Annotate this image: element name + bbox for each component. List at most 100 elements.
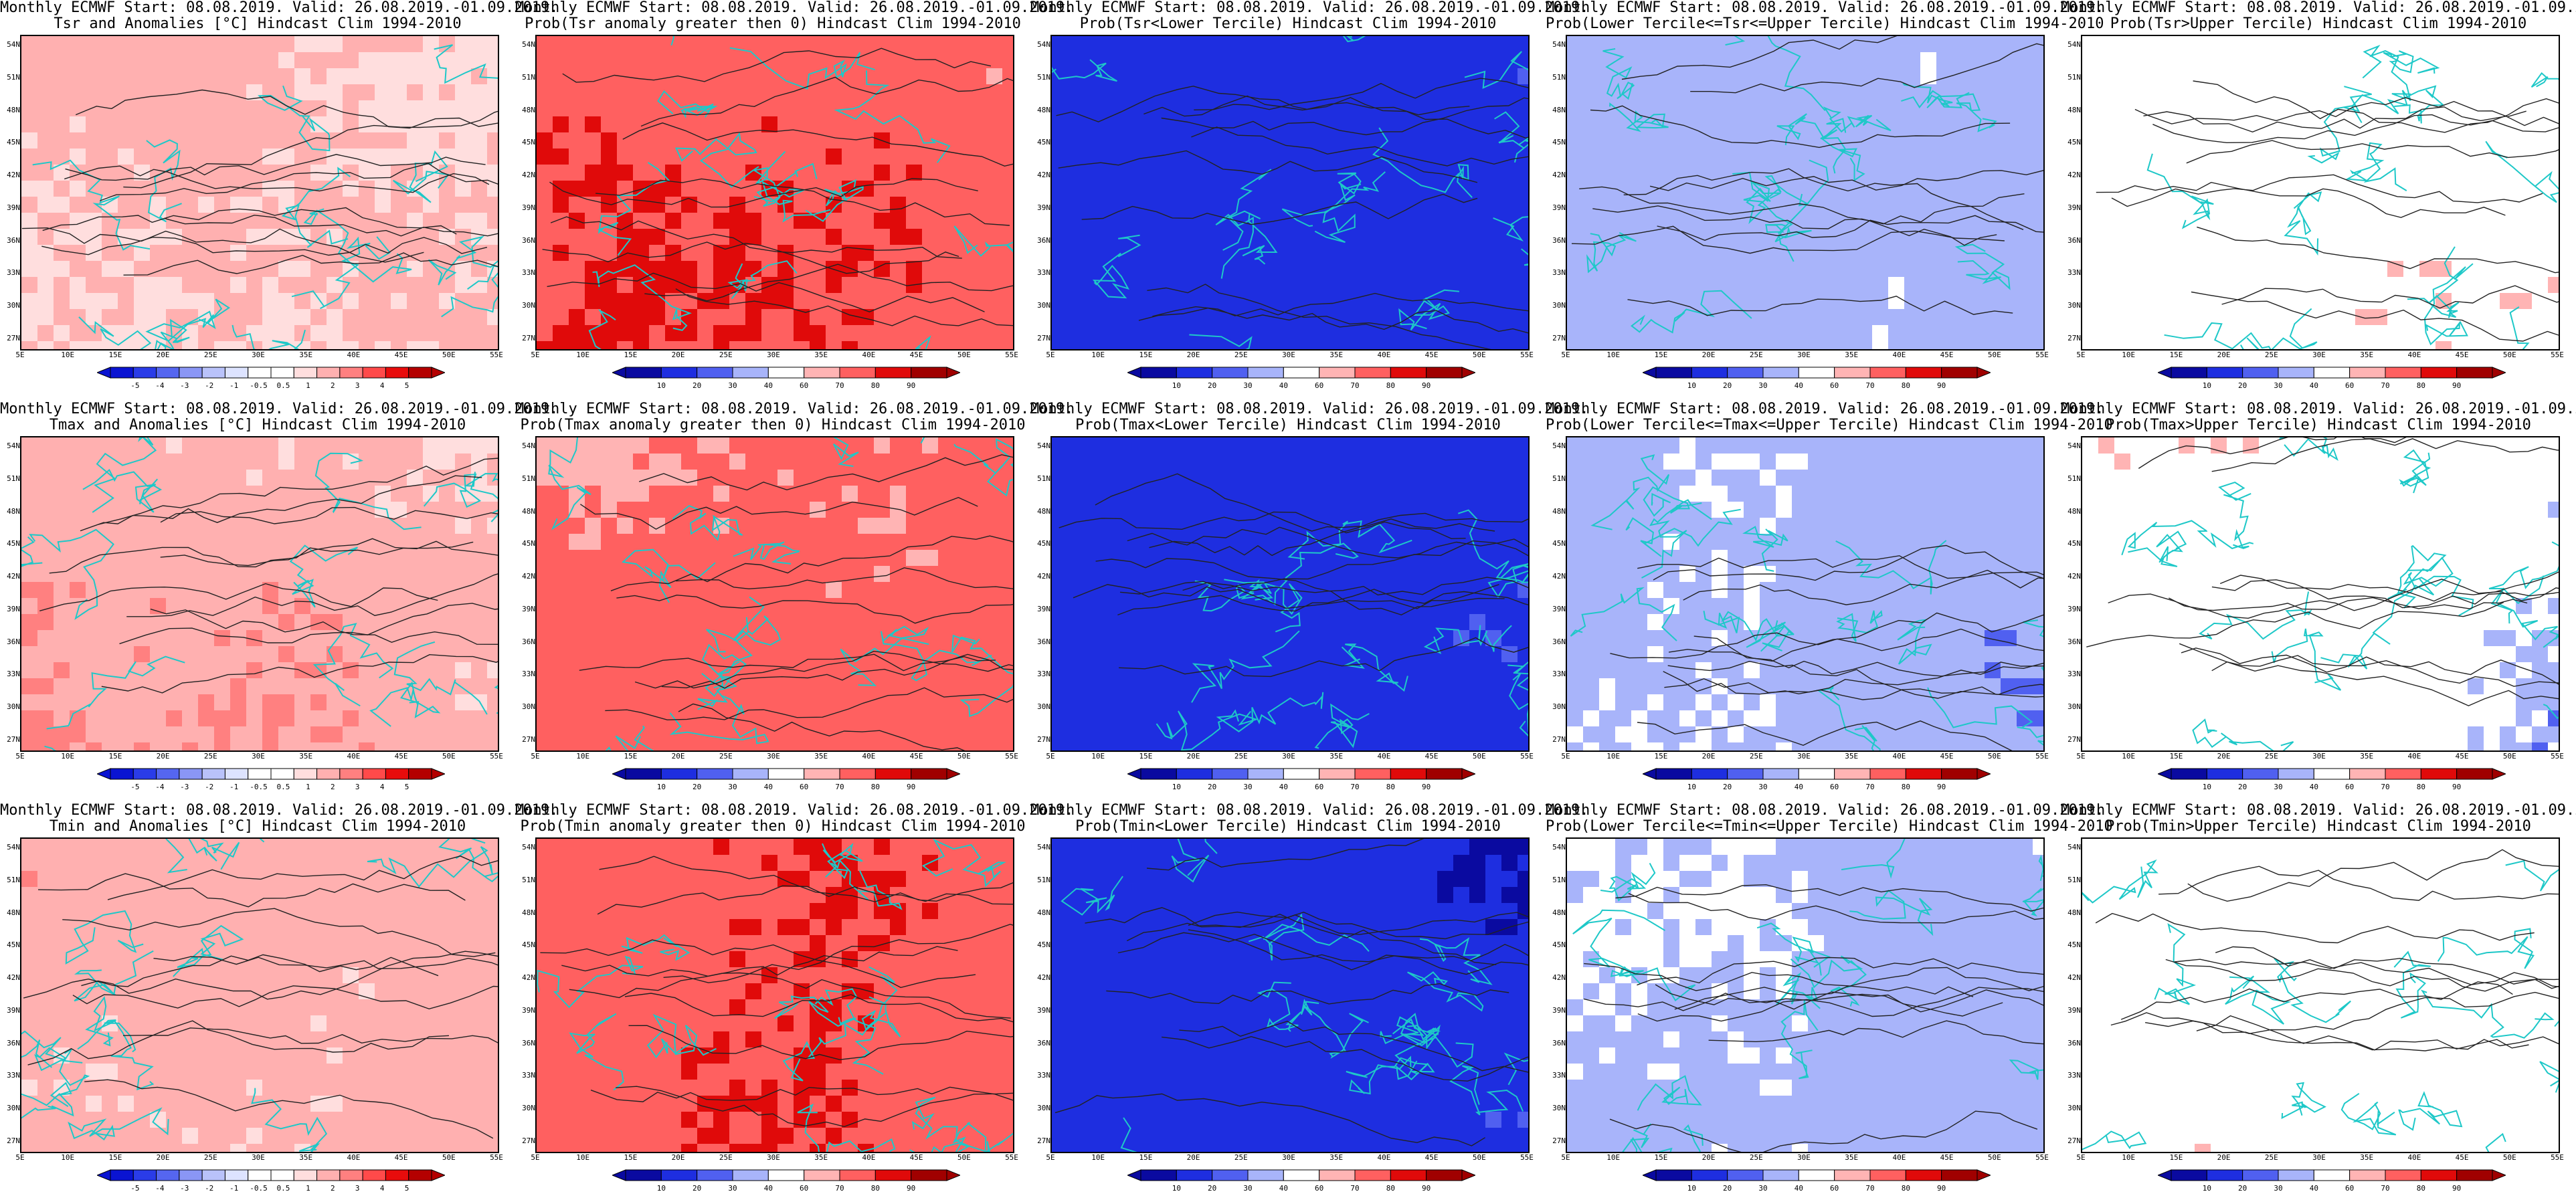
longitude-label: 15E [1139, 350, 1153, 359]
longitude-label: 5E [2076, 1153, 2086, 1162]
colorbar-tick-label: 5 [404, 783, 409, 791]
latitude-label: 51N [1037, 474, 1050, 483]
latitude-label: 39N [2067, 203, 2081, 212]
longitude-label: 20E [1701, 1153, 1716, 1162]
colorbar-tick-label: -3 [180, 1184, 189, 1193]
longitude-label: 10E [2122, 350, 2136, 359]
colorbar-tick-label: 20 [693, 381, 702, 390]
map-area [1050, 35, 1530, 350]
longitude-label: 20E [1186, 350, 1200, 359]
latitude-label: 48N [1552, 105, 1566, 114]
colorbar-tick-label: 30 [2274, 783, 2283, 791]
colorbar-tick-label: 10 [1172, 783, 1181, 791]
longitude-label: 50E [1987, 752, 2001, 761]
panel-title: Monthly ECMWF Start: 08.08.2019. Valid: … [1546, 803, 2113, 835]
longitude-label: 15E [1654, 1153, 1668, 1162]
latitude-label: 51N [522, 72, 535, 82]
latitude-label: 36N [1552, 1038, 1566, 1047]
panel-title: Monthly ECMWF Start: 08.08.2019. Valid: … [2061, 401, 2576, 433]
longitude-label: 55E [2551, 350, 2564, 359]
latitude-label: 27N [2067, 1136, 2081, 1145]
colorbar [97, 367, 445, 379]
latitude-label: 27N [2067, 333, 2081, 342]
longitude-label: 30E [1282, 752, 1295, 761]
panel-title-line2: Tsr and Anomalies [°C] Hindcast Clim 199… [54, 15, 462, 32]
longitude-label: 55E [2551, 752, 2564, 761]
latitude-label: 39N [522, 1005, 535, 1015]
panel-title-line2: Prob(Tsr<Lower Tercile) Hindcast Clim 19… [1079, 15, 1497, 32]
colorbar-tick-label: 0.5 [276, 1184, 290, 1193]
colorbar-tick-label: 5 [404, 381, 409, 390]
longitude-label: 40E [862, 1153, 876, 1162]
latitude-label: 45N [1552, 940, 1566, 950]
colorbar [612, 1169, 960, 1181]
longitude-label: 45E [2455, 1153, 2469, 1162]
colorbar-tick-label: 40 [1279, 381, 1288, 390]
latitude-label: 51N [1037, 72, 1050, 82]
colorbar-tick-label: 40 [763, 381, 773, 390]
map-panel-tmax-prob-lower: Monthly ECMWF Start: 08.08.2019. Valid: … [1030, 401, 1588, 803]
map-panel-tmax-prob-pos: Monthly ECMWF Start: 08.08.2019. Valid: … [515, 401, 1073, 803]
latitude-label: 51N [522, 474, 535, 483]
longitude-label: 35E [1329, 752, 1344, 761]
map-field [21, 839, 498, 1152]
latitude-label: 33N [522, 670, 535, 679]
longitude-label: 15E [2169, 752, 2183, 761]
latitude-label: 33N [522, 268, 535, 278]
longitude-label: 5E [531, 752, 540, 761]
latitude-label: 39N [522, 604, 535, 613]
longitude-label: 25E [1234, 350, 1248, 359]
latitude-label: 51N [2067, 72, 2081, 82]
latitude-label: 27N [1552, 734, 1566, 744]
colorbar-tick-label: 80 [1901, 783, 1910, 791]
latitude-label: 30N [7, 1104, 20, 1112]
colorbar-tick-label: 70 [835, 1184, 844, 1193]
longitude-label: 55E [2551, 1153, 2564, 1162]
panel-title-line2: Prob(Lower Tercile<=Tmin<=Upper Tercile)… [1546, 818, 2113, 835]
latitude-label: 39N [1552, 203, 1566, 212]
latitude-label: 36N [2067, 1038, 2081, 1047]
colorbar-tick-label: 80 [870, 1184, 880, 1193]
map-area [20, 35, 499, 350]
latitude-label: 51N [7, 875, 20, 884]
longitude-label: 50E [957, 1153, 971, 1162]
colorbar-tick-label: 80 [1386, 381, 1395, 390]
longitude-label: 50E [957, 752, 971, 761]
latitude-label: 45N [7, 539, 20, 548]
colorbar-tick-label: 70 [1865, 783, 1875, 791]
colorbar-tick-label: 80 [1901, 381, 1910, 390]
colorbar-tick-label: 60 [800, 783, 809, 791]
colorbar-tick-label: 10 [656, 381, 666, 390]
longitude-label: 20E [156, 350, 170, 359]
latitude-label: 45N [2067, 539, 2081, 548]
panel-title-line2: Prob(Lower Tercile<=Tmax<=Upper Tercile)… [1546, 417, 2113, 433]
colorbar-tick-label: 10 [2202, 1184, 2211, 1193]
colorbar-tick-label: 10 [1687, 381, 1696, 390]
colorbar-tick-label: 60 [1830, 1184, 1839, 1193]
latitude-label: 33N [2067, 268, 2081, 278]
colorbar-tick-label: 0.5 [276, 783, 290, 791]
map-field [537, 437, 1013, 750]
colorbar-tick-label: 80 [870, 783, 880, 791]
longitude-label: 35E [1845, 752, 1859, 761]
colorbar-tick-label: 60 [1830, 783, 1839, 791]
longitude-label: 45E [394, 350, 408, 359]
latitude-label: 36N [2067, 235, 2081, 245]
longitude-label: 15E [2169, 350, 2183, 359]
colorbar-tick-label: -0.5 [250, 1184, 268, 1193]
latitude-label: 48N [522, 506, 535, 516]
latitude-label: 48N [1037, 908, 1050, 917]
colorbar-tick-label: 2 [330, 381, 335, 390]
panel-title-line1: Monthly ECMWF Start: 08.08.2019. Valid: … [2061, 401, 2576, 417]
colorbar [612, 768, 960, 780]
latitude-label: 45N [2067, 138, 2081, 147]
latitude-label: 42N [7, 973, 20, 982]
panel-title-line1: Monthly ECMWF Start: 08.08.2019. Valid: … [1030, 0, 1589, 16]
longitude-label: 20E [2217, 752, 2231, 761]
longitude-label: 5E [15, 1153, 25, 1162]
longitude-label: 40E [2407, 350, 2421, 359]
longitude-label: 15E [624, 752, 638, 761]
longitude-label: 30E [2312, 752, 2326, 761]
panel-title: Monthly ECMWF Start: 08.08.2019. Valid: … [1546, 401, 2113, 433]
colorbar-tick-label: 80 [1901, 1184, 1910, 1193]
